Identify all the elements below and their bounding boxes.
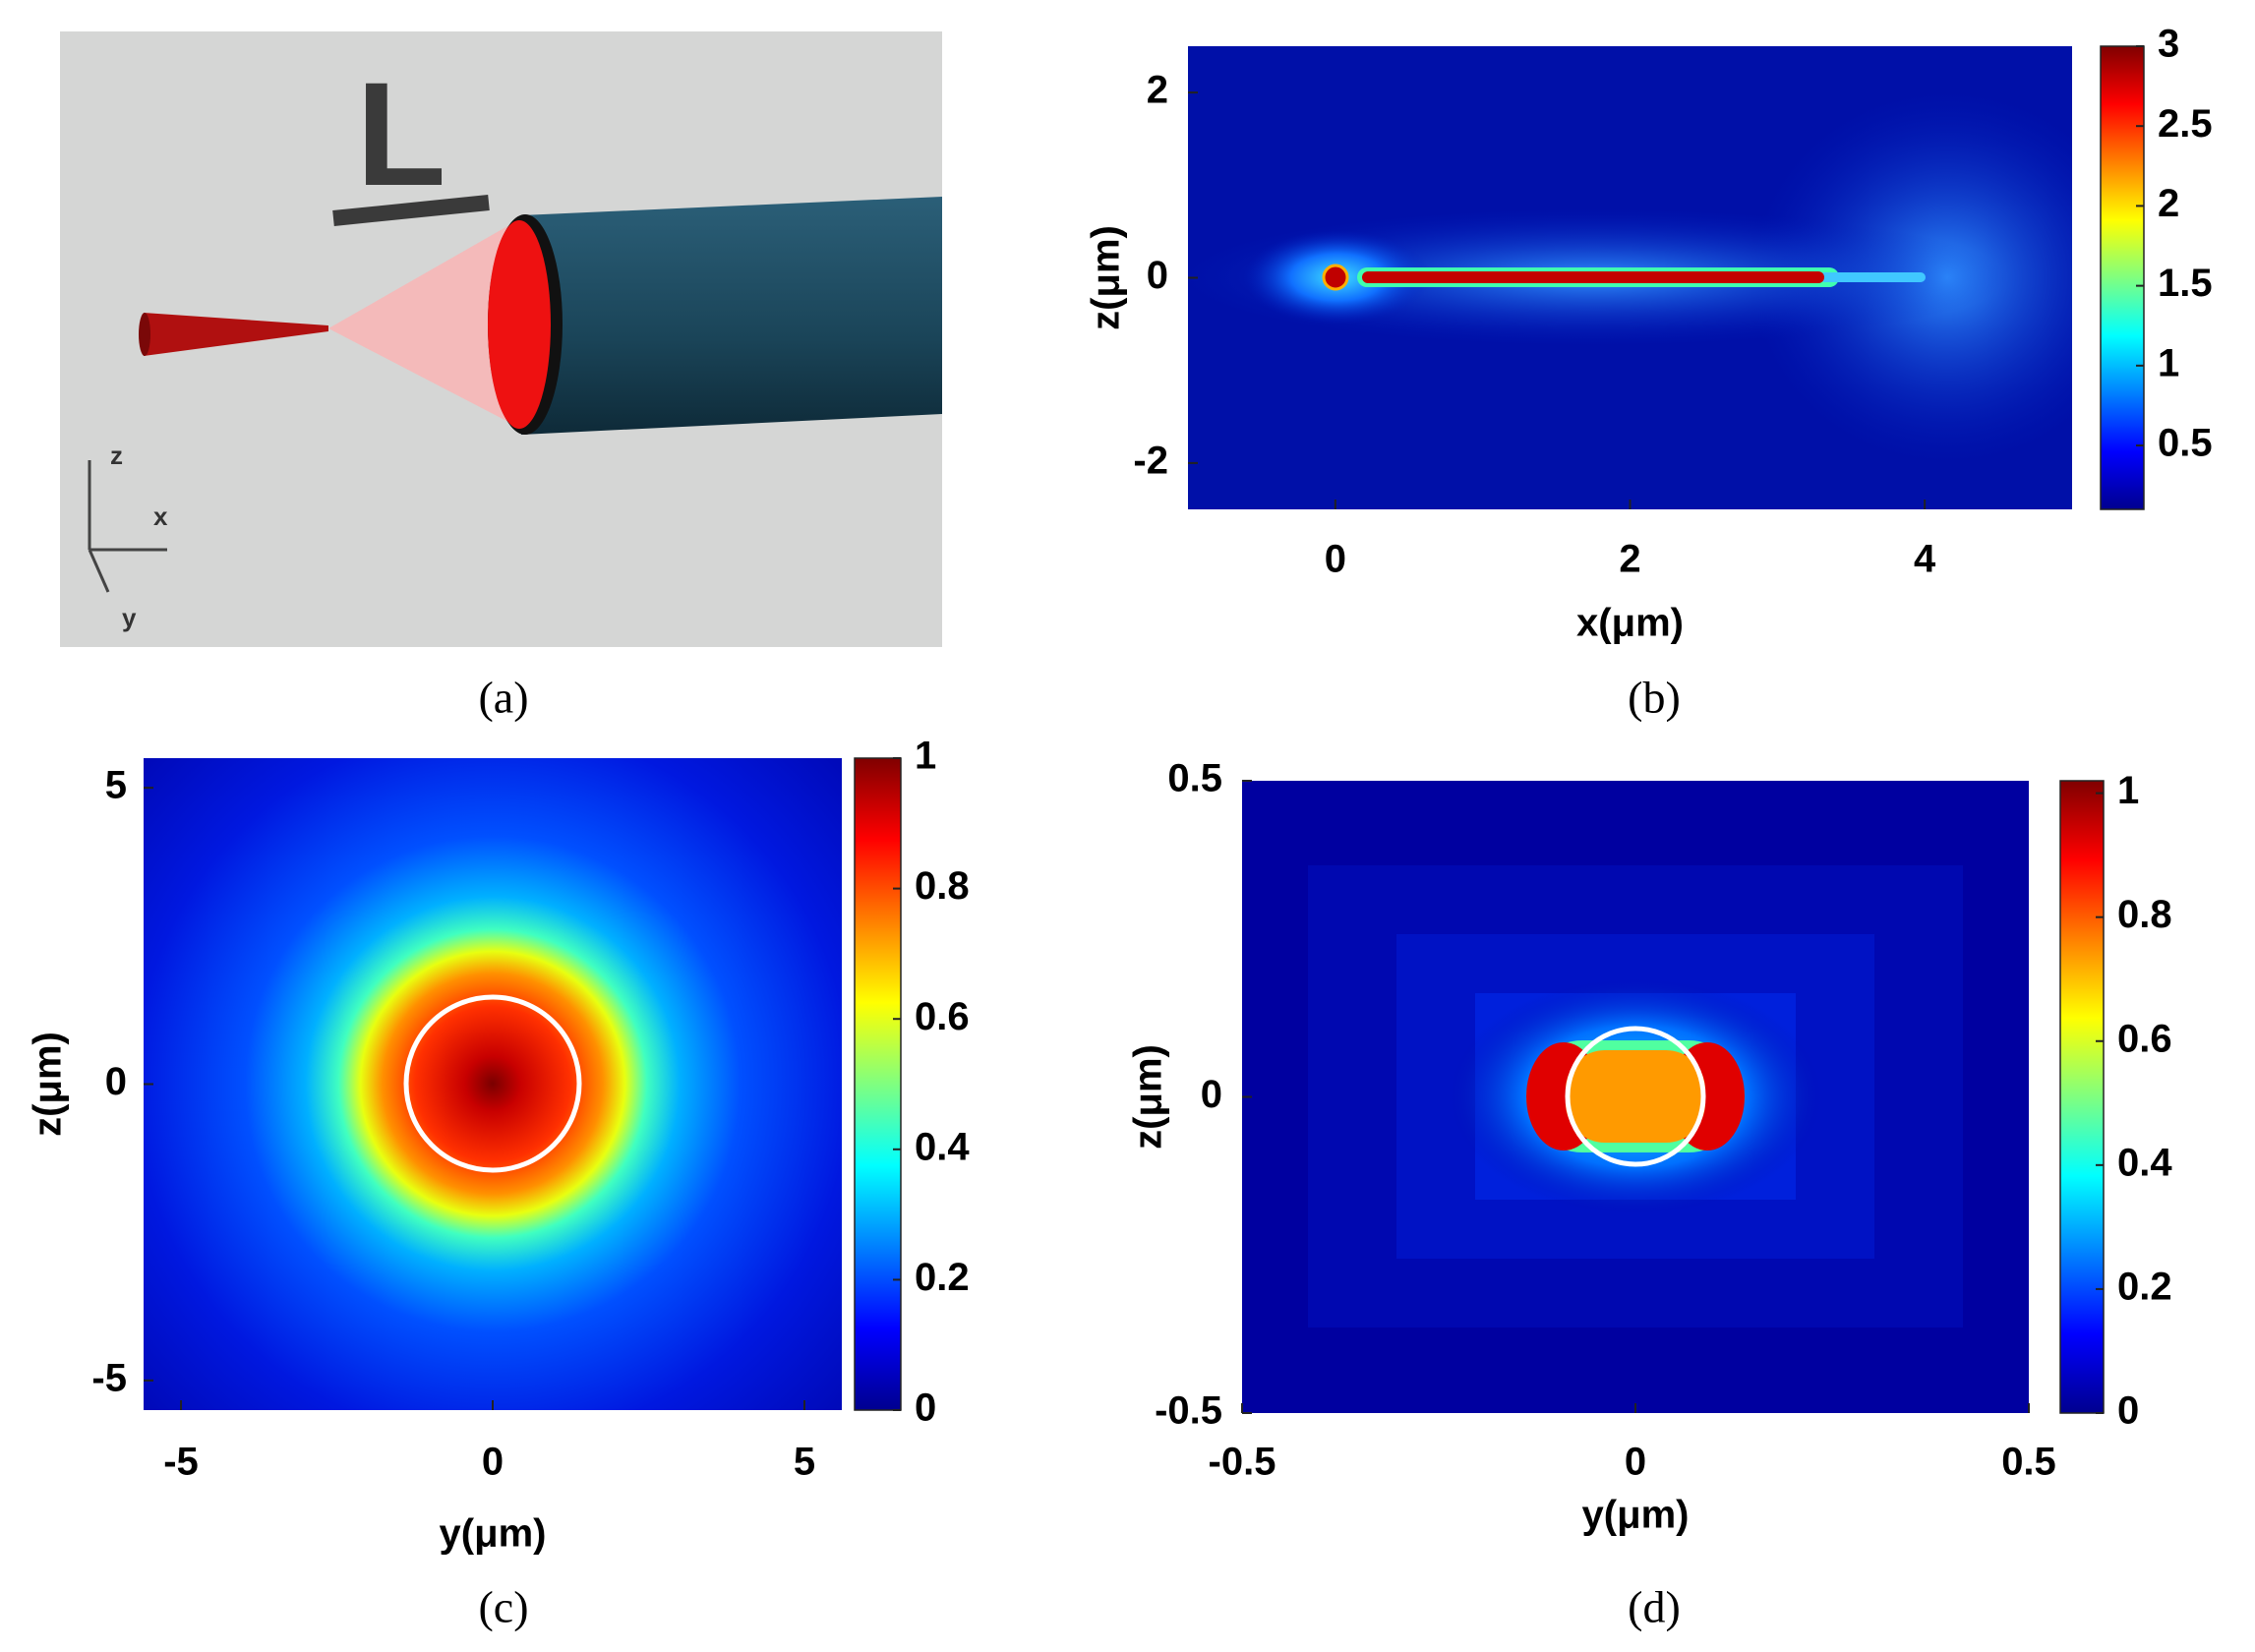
y-tick-label: -5	[91, 1356, 127, 1399]
colorbar-tick-label: 1	[2158, 341, 2179, 384]
y-tick-label: 5	[105, 764, 127, 807]
colorbar-tick-label: 0	[915, 1386, 936, 1430]
colorbar	[2100, 45, 2145, 510]
y-tick-label: 0.5	[1167, 757, 1222, 800]
colorbar-tick-label: 1.5	[2158, 262, 2213, 305]
colorbar-tick-label: 0.5	[2158, 422, 2213, 465]
colorbar-tick-label: 2	[2158, 182, 2179, 225]
panel-label: (d)	[1628, 1582, 1681, 1632]
panel-label: (a)	[478, 673, 528, 723]
illustration: L z x y (a)	[60, 31, 942, 723]
marker-letter: L	[356, 51, 446, 216]
x-tick-label: 2	[1619, 538, 1640, 581]
x-tick-label: 0	[482, 1441, 504, 1484]
y-tick-label: 0	[1147, 254, 1168, 297]
colorbar-tick-label: 0.2	[915, 1256, 970, 1299]
colorbar	[854, 757, 902, 1411]
colorbar-tick-label: 0.4	[915, 1125, 970, 1168]
colorbar-tick-label: 1	[915, 735, 936, 778]
axis-letter: z	[110, 441, 123, 470]
axis-letter: y	[122, 603, 137, 632]
x-axis-label: y(μm)	[440, 1512, 547, 1556]
colorbar-tick-label: 0.8	[2117, 893, 2172, 936]
y-axis-label: z(μm)	[27, 1032, 70, 1137]
heatmap-image	[144, 758, 842, 1410]
fiber-outline	[1565, 1026, 1706, 1167]
heatmap-image	[1242, 781, 2029, 1413]
y-tick-label: 0	[1201, 1073, 1222, 1116]
x-tick-label: 0	[1625, 1441, 1646, 1484]
fiber	[521, 197, 942, 435]
x-tick-label: 0	[1325, 538, 1346, 581]
fiber-outline	[403, 994, 582, 1173]
y-tick-label: -2	[1133, 439, 1168, 482]
x-tick-label: 0.5	[2001, 1441, 2056, 1484]
panel-label: (b)	[1628, 673, 1681, 723]
colorbar-tick-label: 2.5	[2158, 102, 2213, 146]
colorbar-tick-label: 0.6	[915, 995, 970, 1038]
x-tick-label: -0.5	[1209, 1441, 1276, 1484]
colorbar-tick-label: 0.6	[2117, 1017, 2172, 1060]
fiber-face	[488, 220, 551, 429]
light-cone	[328, 218, 529, 433]
y-axis-label: z(μm)	[1127, 1044, 1170, 1150]
colorbar-tick-label: 0.2	[2117, 1265, 2172, 1308]
y-tick-label: 0	[105, 1060, 127, 1103]
tip-base	[139, 313, 150, 356]
colorbar	[2059, 780, 2105, 1414]
heatmap-image	[1188, 46, 2072, 509]
x-tick-label: 4	[1914, 538, 1936, 581]
marker-bar	[332, 195, 490, 226]
colorbar-tick-label: 1	[2117, 769, 2139, 812]
x-axis-label: x(μm)	[1576, 602, 1684, 645]
y-axis-label: z(μm)	[1085, 225, 1128, 330]
colorbar-tick-label: 0	[2117, 1389, 2139, 1433]
x-tick-label: -5	[163, 1441, 199, 1484]
x-axis-label: y(μm)	[1582, 1494, 1690, 1537]
colorbar-tick-label: 3	[2158, 23, 2179, 66]
colorbar-tick-label: 0.8	[915, 864, 970, 908]
y-tick-label: -0.5	[1155, 1389, 1222, 1433]
axes-icon	[88, 460, 167, 593]
panel-label: (c)	[478, 1582, 528, 1632]
x-tick-label: 5	[794, 1441, 815, 1484]
colorbar-tick-label: 0.4	[2117, 1141, 2172, 1184]
axis-letter: x	[153, 502, 168, 531]
tip	[144, 313, 328, 356]
y-tick-label: 2	[1147, 69, 1168, 112]
